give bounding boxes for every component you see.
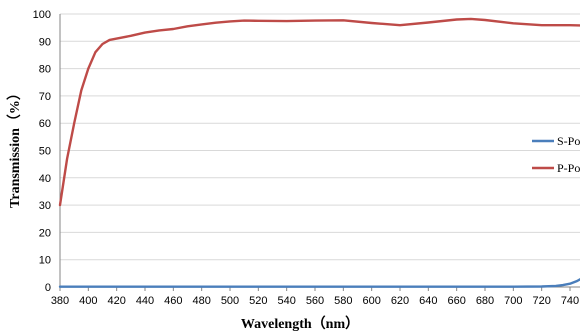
y-tick-label: 80 bbox=[39, 64, 51, 76]
x-tick-label: 460 bbox=[164, 295, 182, 307]
series-lines bbox=[58, 17, 580, 288]
y-tick-label: 90 bbox=[39, 36, 51, 48]
legend: S-Pol P-Pol bbox=[532, 134, 580, 175]
x-tick-label: 400 bbox=[79, 295, 97, 307]
series-line-p-pol bbox=[58, 17, 580, 207]
series-line-s-pol bbox=[58, 277, 580, 288]
x-tick-label: 480 bbox=[192, 295, 210, 307]
y-tick-label: 70 bbox=[39, 91, 51, 103]
x-tick-label: 560 bbox=[306, 295, 324, 307]
legend-label: P-Pol bbox=[557, 161, 580, 175]
legend-label: S-Pol bbox=[557, 134, 580, 148]
y-tick-label: 20 bbox=[39, 227, 51, 239]
x-tick-label: 640 bbox=[419, 295, 437, 307]
x-tick-label: 420 bbox=[107, 295, 125, 307]
x-axis-title: Wavelength（nm） bbox=[241, 316, 359, 332]
x-tick-label: 660 bbox=[447, 295, 465, 307]
x-tick-label: 620 bbox=[391, 295, 409, 307]
x-tick-label: 540 bbox=[277, 295, 295, 307]
x-tick-label: 380 bbox=[51, 295, 69, 307]
x-tick-label: 520 bbox=[249, 295, 267, 307]
axes: 0 10 20 30 40 50 60 70 80 90 100 380 400 420 440 460 480… bbox=[33, 9, 580, 307]
y-axis-title: Transmission（%） bbox=[7, 86, 23, 208]
y-tick-label: 0 bbox=[45, 282, 51, 294]
grid-lines bbox=[60, 13, 580, 261]
x-tick-label: 600 bbox=[362, 295, 380, 307]
y-tick-label: 100 bbox=[33, 9, 51, 21]
y-tick-label: 60 bbox=[39, 118, 51, 130]
x-tick-label: 740 bbox=[561, 295, 579, 307]
x-tick-label: 720 bbox=[532, 295, 550, 307]
y-tick-label: 50 bbox=[39, 146, 51, 158]
x-tick-label: 500 bbox=[221, 295, 239, 307]
y-tick-label: 10 bbox=[39, 255, 51, 267]
x-tick-label: 700 bbox=[504, 295, 522, 307]
y-tick-label: 40 bbox=[39, 173, 51, 185]
x-tick-label: 440 bbox=[136, 295, 154, 307]
x-tick-label: 680 bbox=[476, 295, 494, 307]
y-tick-label: 30 bbox=[39, 200, 51, 212]
x-tick-label: 580 bbox=[334, 295, 352, 307]
